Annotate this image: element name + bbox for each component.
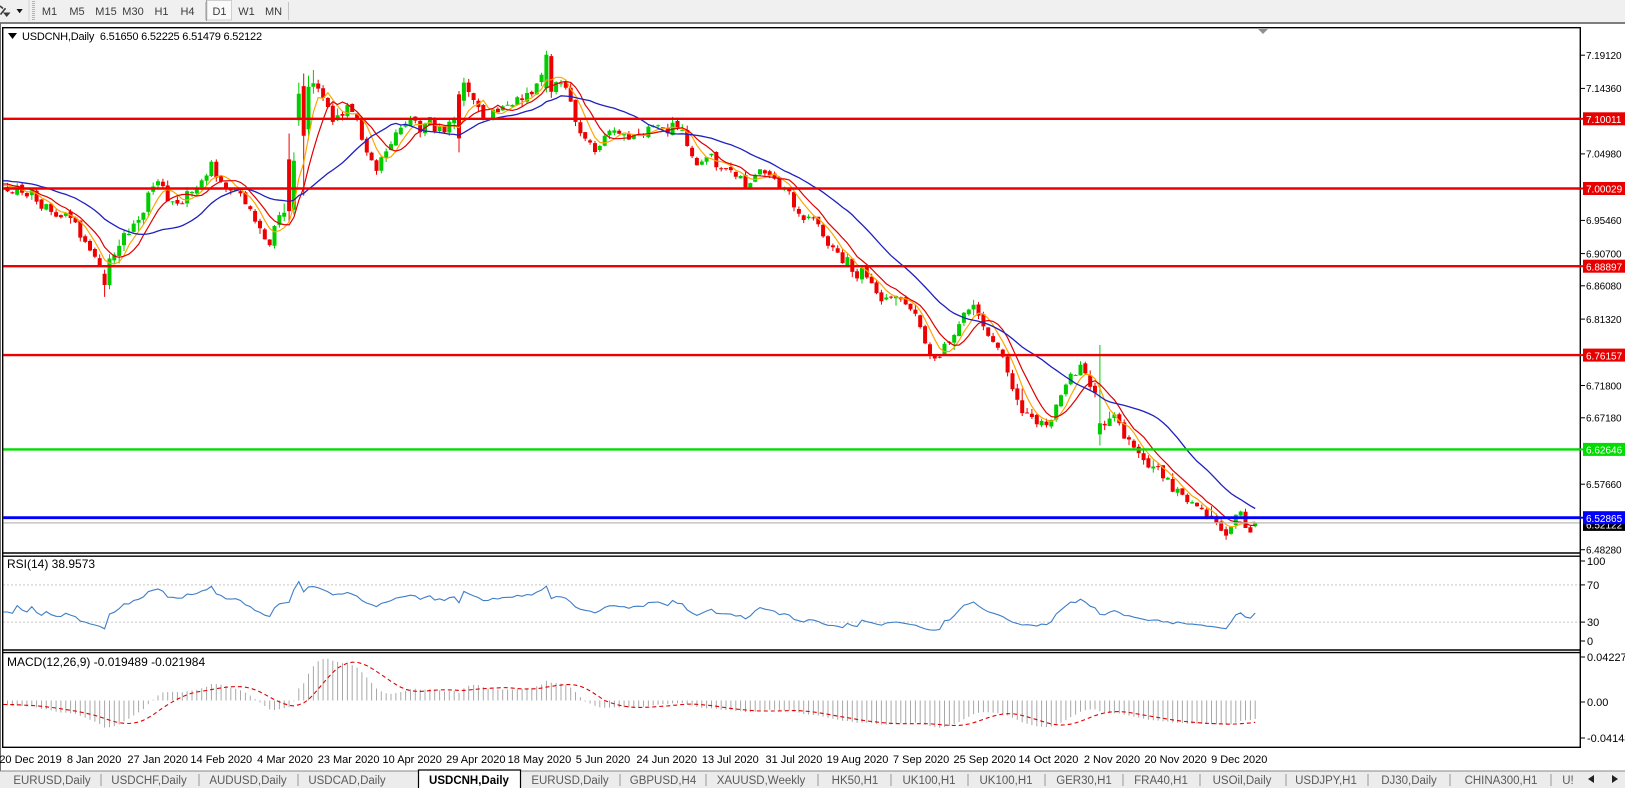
svg-text:23 Mar 2020: 23 Mar 2020 bbox=[318, 754, 380, 766]
svg-text:29 Apr 2020: 29 Apr 2020 bbox=[446, 754, 505, 766]
svg-text:D1: D1 bbox=[212, 6, 226, 18]
svg-text:USDCNH,Daily 6.51650 6.52225: USDCNH,Daily 6.51650 6.52225 6.51479 6.5… bbox=[22, 31, 262, 43]
svg-text:EURUSD,Daily: EURUSD,Daily bbox=[531, 775, 609, 787]
svg-text:FRA40,H1: FRA40,H1 bbox=[1134, 775, 1188, 787]
svg-text:8 Jan 2020: 8 Jan 2020 bbox=[67, 754, 121, 766]
svg-text:6.88897: 6.88897 bbox=[1586, 262, 1623, 273]
svg-text:6.67180: 6.67180 bbox=[1586, 414, 1622, 425]
svg-text:USDCHF,Daily: USDCHF,Daily bbox=[111, 775, 187, 787]
svg-text:MACD(12,26,9) -0.019489 -0.021: MACD(12,26,9) -0.019489 -0.021984 bbox=[7, 655, 205, 669]
svg-text:EURUSD,Daily: EURUSD,Daily bbox=[13, 775, 91, 787]
svg-text:M15: M15 bbox=[95, 6, 116, 18]
svg-text:GBPUSD,H4: GBPUSD,H4 bbox=[630, 775, 697, 787]
svg-text:9 Dec 2020: 9 Dec 2020 bbox=[1211, 754, 1267, 766]
svg-text:0: 0 bbox=[1587, 636, 1593, 648]
svg-text:MN: MN bbox=[265, 6, 282, 18]
svg-text:6.86080: 6.86080 bbox=[1586, 282, 1622, 293]
svg-text:6.90700: 6.90700 bbox=[1586, 249, 1622, 260]
svg-text:30: 30 bbox=[1587, 617, 1599, 629]
svg-text:20 Dec 2019: 20 Dec 2019 bbox=[0, 754, 62, 766]
svg-text:0.042275: 0.042275 bbox=[1587, 652, 1625, 664]
svg-text:4 Mar 2020: 4 Mar 2020 bbox=[257, 754, 313, 766]
svg-text:7.14360: 7.14360 bbox=[1586, 84, 1622, 95]
svg-text:M1: M1 bbox=[42, 6, 57, 18]
svg-text:0.00: 0.00 bbox=[1587, 697, 1608, 709]
svg-text:H1: H1 bbox=[154, 6, 168, 18]
svg-text:7.00029: 7.00029 bbox=[1586, 185, 1623, 196]
svg-text:W1: W1 bbox=[238, 6, 255, 18]
svg-text:USOil,Daily: USOil,Daily bbox=[1213, 775, 1272, 787]
svg-text:6.76157: 6.76157 bbox=[1586, 351, 1623, 362]
svg-text:10 Apr 2020: 10 Apr 2020 bbox=[383, 754, 442, 766]
svg-text:HK50,H1: HK50,H1 bbox=[832, 775, 879, 787]
svg-text:6.81320: 6.81320 bbox=[1586, 315, 1622, 326]
svg-text:6.52865: 6.52865 bbox=[1586, 514, 1623, 525]
svg-text:H4: H4 bbox=[180, 6, 194, 18]
svg-text:100: 100 bbox=[1587, 556, 1605, 568]
svg-text:-0.04148: -0.04148 bbox=[1587, 733, 1625, 745]
svg-text:24 Jun 2020: 24 Jun 2020 bbox=[636, 754, 697, 766]
svg-text:7.10011: 7.10011 bbox=[1586, 115, 1622, 126]
svg-text:M30: M30 bbox=[122, 6, 143, 18]
svg-text:13 Jul 2020: 13 Jul 2020 bbox=[702, 754, 759, 766]
svg-text:XAUUSD,Weekly: XAUUSD,Weekly bbox=[717, 775, 806, 787]
svg-text:6.95460: 6.95460 bbox=[1586, 216, 1622, 227]
svg-text:5 Jun 2020: 5 Jun 2020 bbox=[576, 754, 630, 766]
svg-text:70: 70 bbox=[1587, 580, 1599, 592]
svg-text:UK100,H1: UK100,H1 bbox=[979, 775, 1032, 787]
svg-text:RSI(14) 38.9573: RSI(14) 38.9573 bbox=[7, 557, 95, 571]
svg-text:20 Nov 2020: 20 Nov 2020 bbox=[1144, 754, 1206, 766]
svg-text:USDJPY,H1: USDJPY,H1 bbox=[1295, 775, 1357, 787]
svg-text:14 Oct 2020: 14 Oct 2020 bbox=[1018, 754, 1078, 766]
svg-text:CHINA300,H1: CHINA300,H1 bbox=[1465, 775, 1538, 787]
svg-text:7.19120: 7.19120 bbox=[1586, 51, 1622, 62]
svg-text:2 Nov 2020: 2 Nov 2020 bbox=[1084, 754, 1140, 766]
svg-text:UK100,H1: UK100,H1 bbox=[902, 775, 955, 787]
svg-text:6.71800: 6.71800 bbox=[1586, 381, 1622, 392]
svg-text:18 May 2020: 18 May 2020 bbox=[508, 754, 572, 766]
svg-text:27 Jan 2020: 27 Jan 2020 bbox=[127, 754, 188, 766]
svg-text:6.52122: 6.52122 bbox=[1586, 521, 1623, 532]
svg-text:31 Jul 2020: 31 Jul 2020 bbox=[765, 754, 822, 766]
svg-text:M5: M5 bbox=[69, 6, 84, 18]
svg-text:6.62646: 6.62646 bbox=[1586, 446, 1623, 457]
svg-text:GER30,H1: GER30,H1 bbox=[1056, 775, 1112, 787]
svg-text:USDCNH,Daily: USDCNH,Daily bbox=[429, 775, 509, 787]
svg-text:25 Sep 2020: 25 Sep 2020 bbox=[954, 754, 1016, 766]
svg-text:7 Sep 2020: 7 Sep 2020 bbox=[893, 754, 949, 766]
svg-text:AUDUSD,Daily: AUDUSD,Daily bbox=[209, 775, 287, 787]
svg-text:19 Aug 2020: 19 Aug 2020 bbox=[827, 754, 889, 766]
svg-text:DJ30,Daily: DJ30,Daily bbox=[1381, 775, 1437, 787]
svg-text:USDCAD,Daily: USDCAD,Daily bbox=[308, 775, 386, 787]
svg-text:6.48280: 6.48280 bbox=[1586, 546, 1622, 557]
svg-text:14 Feb 2020: 14 Feb 2020 bbox=[190, 754, 252, 766]
svg-text:6.57660: 6.57660 bbox=[1586, 480, 1622, 491]
svg-text:7.04980: 7.04980 bbox=[1586, 150, 1622, 161]
svg-text:U!: U! bbox=[1562, 775, 1574, 787]
